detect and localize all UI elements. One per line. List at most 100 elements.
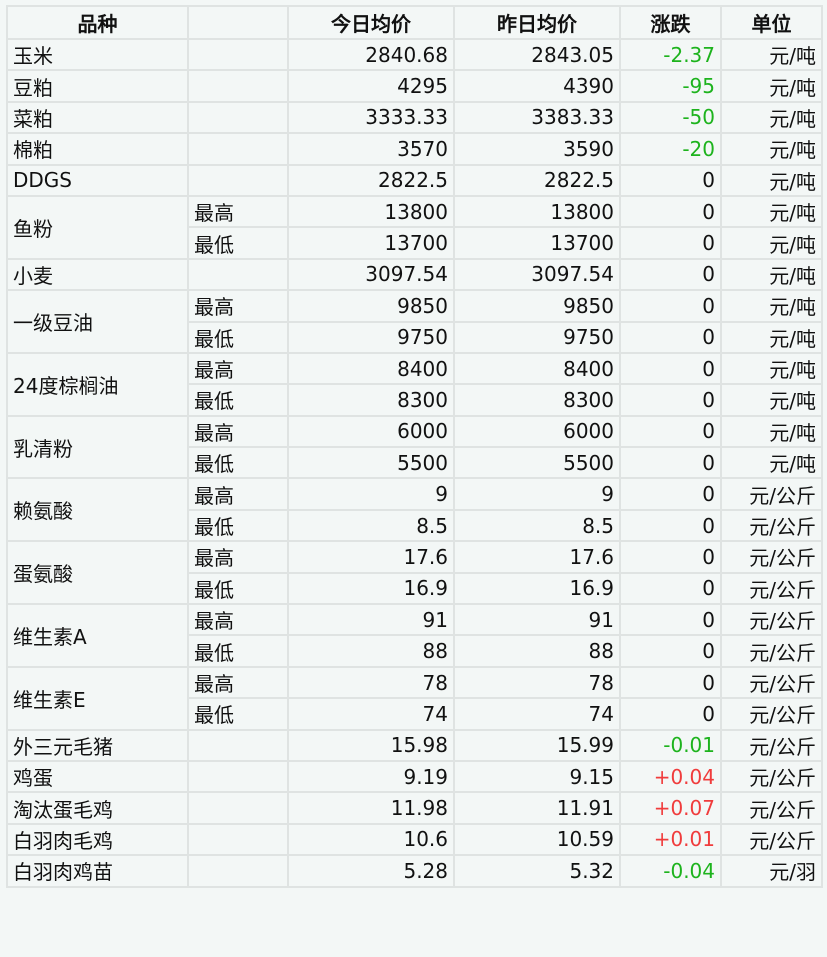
table-row: 鸡蛋 9.19 9.15 +0.04 元/公斤: [6, 759, 823, 794]
yesterday-price: 13800: [453, 194, 621, 229]
header-unit: 单位: [720, 5, 823, 40]
yesterday-price: 88: [453, 634, 621, 668]
today-price: 3097.54: [287, 257, 455, 292]
yesterday-price: 9: [453, 477, 621, 511]
price-change: -95: [619, 69, 722, 103]
today-price: 5.28: [287, 854, 455, 888]
today-price: 16.9: [287, 571, 455, 606]
table-row: 棉粕 3570 3590 -20 元/吨: [6, 132, 823, 166]
unit: 元/吨: [720, 414, 823, 449]
today-price: 78: [287, 665, 455, 700]
unit: 元/吨: [720, 320, 823, 354]
price-change: 0: [619, 289, 722, 323]
price-change: 0: [619, 257, 722, 292]
yesterday-price: 10.59: [453, 822, 621, 857]
table-row: 24度棕榈油 最高 8400 8400 0 元/吨: [6, 351, 823, 417]
product-name: 菜粕: [6, 100, 189, 135]
today-price: 3333.33: [287, 100, 455, 135]
yesterday-price: 3590: [453, 132, 621, 166]
price-type: 最低: [187, 634, 289, 668]
price-change: -50: [619, 100, 722, 135]
unit: 元/公斤: [720, 728, 823, 762]
unit: 元/吨: [720, 163, 823, 197]
today-price: 2840.68: [287, 37, 455, 72]
price-type: 最低: [187, 571, 289, 606]
yesterday-price: 8400: [453, 351, 621, 386]
price-type: [187, 132, 289, 166]
price-type: 最高: [187, 351, 289, 386]
product-name: 鱼粉: [6, 194, 189, 260]
yesterday-price: 11.91: [453, 791, 621, 825]
table-row: 小麦 3097.54 3097.54 0 元/吨: [6, 257, 823, 292]
yesterday-price: 5.32: [453, 854, 621, 888]
today-price: 8400: [287, 351, 455, 386]
yesterday-price: 5500: [453, 446, 621, 480]
today-price: 5500: [287, 446, 455, 480]
today-price: 17.6: [287, 540, 455, 574]
unit: 元/吨: [720, 69, 823, 103]
yesterday-price: 15.99: [453, 728, 621, 762]
price-type: [187, 37, 289, 72]
product-name: 维生素A: [6, 603, 189, 668]
table-row: 最低 88 88 0 元/公斤: [7, 634, 823, 668]
table-row: 赖氨酸 最高 9 9 0 元/公斤: [6, 477, 823, 543]
today-price: 9750: [287, 320, 455, 354]
product-name: DDGS: [6, 163, 189, 197]
price-type: [187, 69, 289, 103]
price-type: 最低: [187, 508, 289, 543]
price-change: 0: [619, 194, 722, 229]
product-name: 乳清粉: [6, 414, 189, 480]
price-type: [187, 257, 289, 292]
unit: 元/公斤: [720, 697, 823, 731]
today-price: 8300: [287, 383, 455, 417]
yesterday-price: 91: [453, 603, 621, 637]
table-row: 玉米 2840.68 2843.05 -2.37 元/吨: [6, 37, 823, 72]
product-name: 棉粕: [6, 132, 189, 166]
today-price: 9850: [287, 289, 455, 323]
unit: 元/吨: [720, 132, 823, 166]
today-price: 13800: [287, 194, 455, 229]
product-name: 白羽肉毛鸡: [6, 822, 189, 857]
product-name: 豆粕: [6, 69, 189, 103]
price-type: [187, 822, 289, 857]
unit: 元/公斤: [720, 759, 823, 794]
unit: 元/吨: [720, 383, 823, 417]
yesterday-price: 2822.5: [453, 163, 621, 197]
price-change: -20: [619, 132, 722, 166]
unit: 元/吨: [720, 226, 823, 260]
unit: 元/公斤: [720, 665, 823, 700]
today-price: 8.5: [287, 508, 455, 543]
table-row: 白羽肉鸡苗 5.28 5.32 -0.04 元/羽: [6, 854, 823, 888]
price-change: +0.04: [619, 759, 722, 794]
yesterday-price: 6000: [453, 414, 621, 449]
product-name: 一级豆油: [6, 289, 189, 354]
today-price: 4295: [287, 69, 455, 103]
price-change: 0: [619, 508, 722, 543]
price-change: -2.37: [619, 37, 722, 72]
yesterday-price: 2843.05: [453, 37, 621, 72]
today-price: 13700: [287, 226, 455, 260]
today-price: 15.98: [287, 728, 455, 762]
yesterday-price: 3097.54: [453, 257, 621, 292]
product-name: 外三元毛猪: [6, 728, 189, 762]
table-row: 鱼粉 最高 13800 13800 0 元/吨: [6, 194, 823, 260]
table-row: 蛋氨酸 最高 17.6 17.6 0 元/公斤: [6, 540, 823, 606]
unit: 元/吨: [720, 289, 823, 323]
price-table: 品种 今日均价 昨日均价 涨跌 单位 玉米 2840.68 2843.05 -2.37…: [6, 5, 823, 888]
table-row: 最低 9750 9750 0 元/吨: [7, 320, 823, 354]
today-price: 9.19: [287, 759, 455, 794]
product-name: 鸡蛋: [6, 759, 189, 794]
price-change: 0: [619, 163, 722, 197]
price-type: 最高: [187, 603, 289, 637]
price-change: 0: [619, 665, 722, 700]
price-type: [187, 854, 289, 888]
header-row: 品种 今日均价 昨日均价 涨跌 单位: [6, 5, 823, 40]
unit: 元/公斤: [720, 571, 823, 606]
unit: 元/公斤: [720, 603, 823, 637]
product-name: 赖氨酸: [6, 477, 189, 543]
price-type: [187, 759, 289, 794]
product-name: 24度棕榈油: [6, 351, 189, 417]
price-type: 最高: [187, 414, 289, 449]
price-change: 0: [619, 634, 722, 668]
unit: 元/吨: [720, 257, 823, 292]
